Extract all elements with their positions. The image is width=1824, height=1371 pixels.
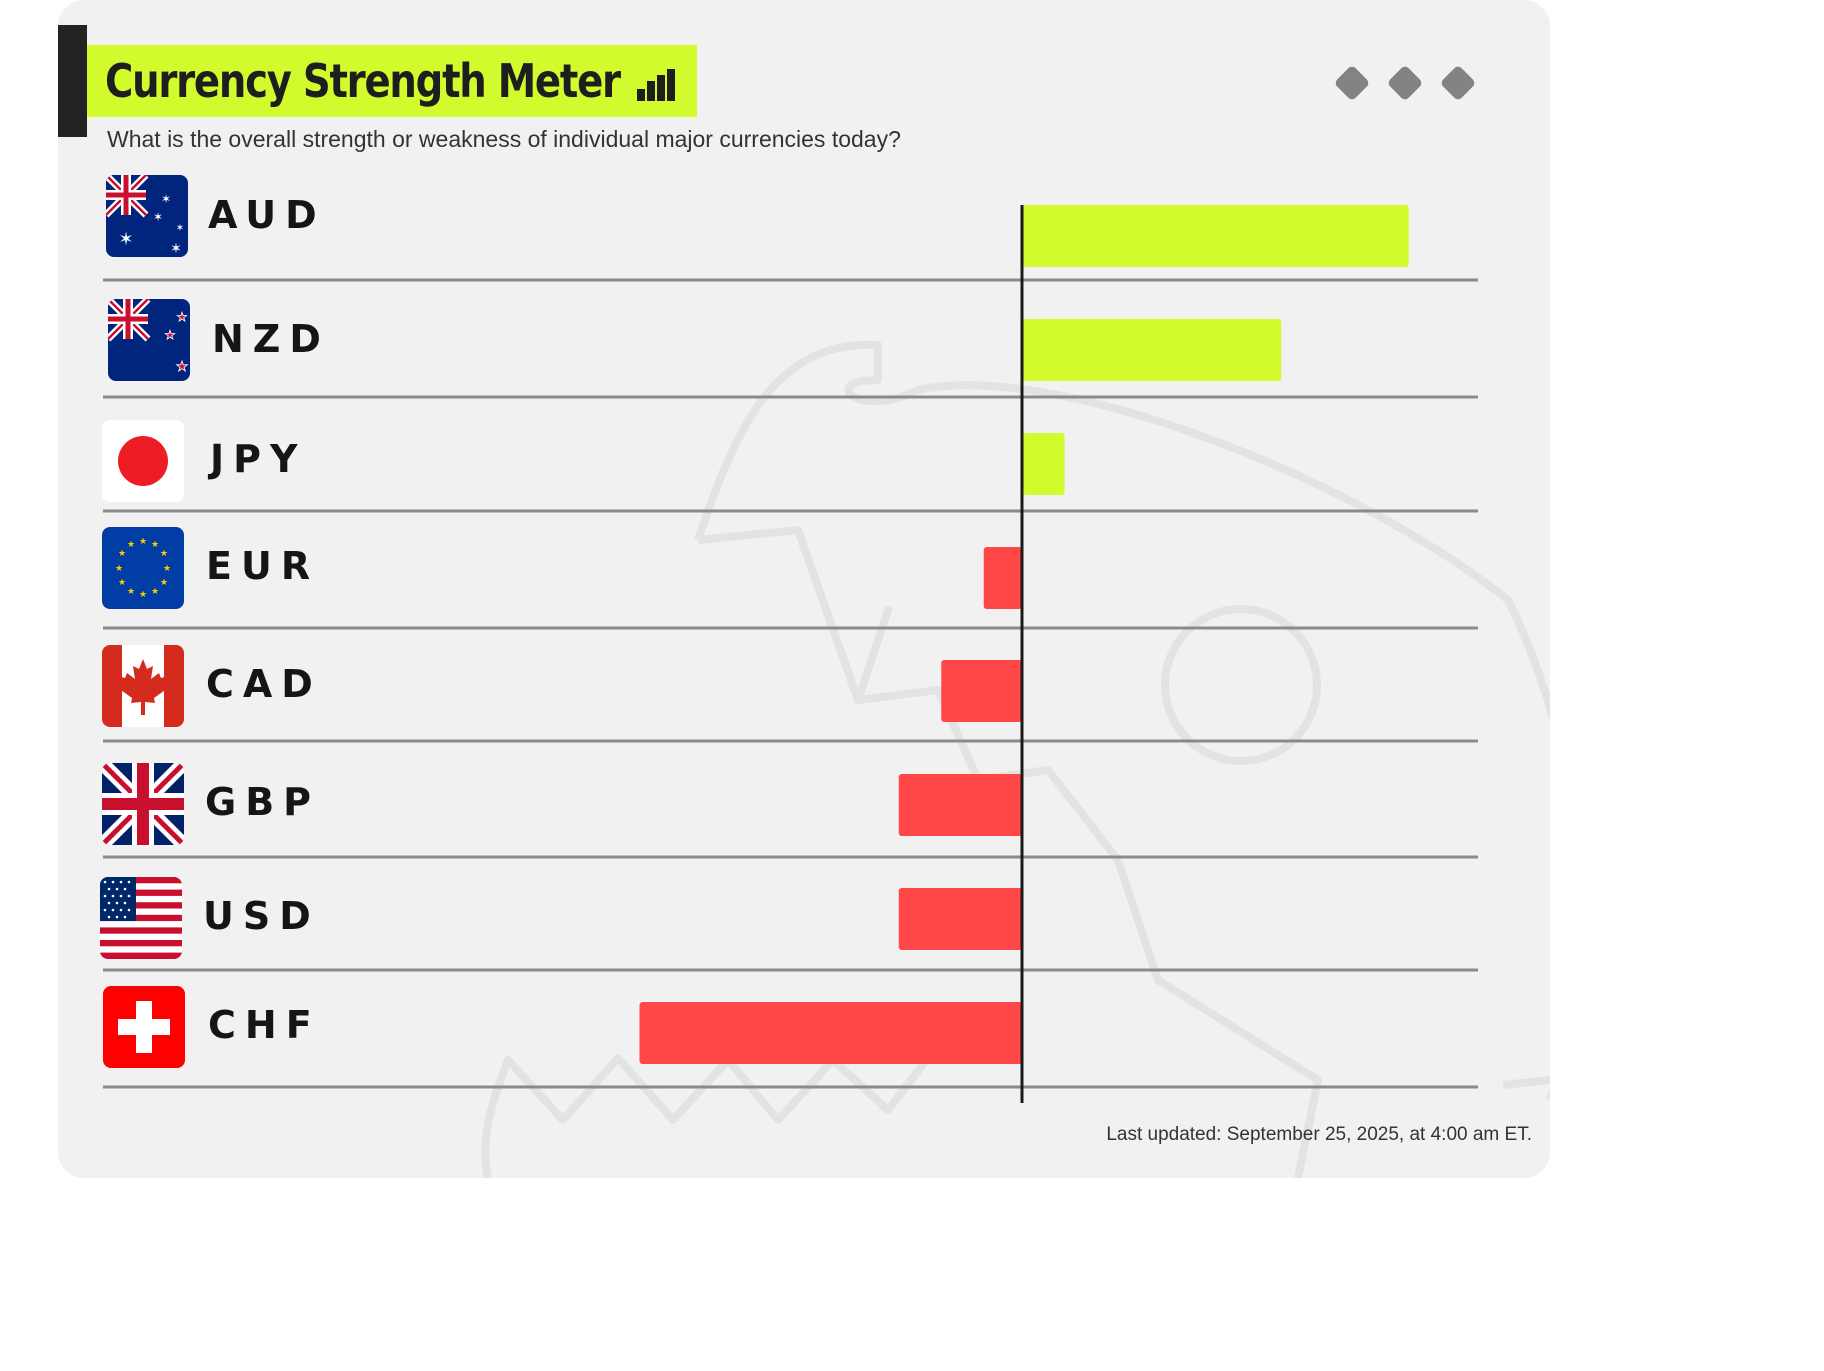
flag-japan-icon [102,420,184,502]
bar-eur [983,547,1022,609]
svg-text:★: ★ [165,328,176,342]
currency-label-usd: USD [203,894,320,938]
currency-label-gbp: GBP [205,780,321,824]
title-box: Currency Strength Meter [87,45,697,117]
svg-text:★: ★ [151,586,159,596]
svg-text:✶: ✶ [161,192,171,206]
svg-text:★: ★ [127,586,135,596]
flag-canada-icon [102,645,184,727]
last-updated-note: Last updated: September 25, 2025, at 4:0… [1106,1124,1532,1145]
svg-text:★: ★ [160,548,168,558]
svg-text:★: ★ [176,358,189,374]
currency-label-nzd: NZD [212,317,330,361]
svg-text:★: ★ [115,563,123,573]
flag-european-union-icon: ★ ★★ ★★★ ★★★ ★★★ [102,527,184,609]
svg-text:★: ★ [177,310,188,324]
svg-text:★: ★ [139,536,147,546]
currency-label-eur: EUR [206,544,320,588]
svg-text:✶: ✶ [176,223,184,234]
flag-united-states-icon [100,877,182,959]
currency-label-cad: CAD [206,662,322,706]
bar-cad [941,660,1022,722]
bar-chart-icon [637,69,675,101]
currency-label-aud: AUD [208,193,326,237]
chart-card [58,0,1550,1178]
currency-label-jpy: JPY [210,437,307,481]
title-accent-bar [58,25,87,137]
svg-text:★: ★ [118,577,126,587]
svg-text:★: ★ [118,548,126,558]
three-diamond-dots-icon[interactable] [1334,66,1478,102]
bar-usd [898,888,1022,950]
svg-text:★: ★ [163,563,171,573]
bar-aud [1022,205,1409,267]
flag-united-kingdom-icon [102,763,184,845]
bar-nzd [1022,319,1282,381]
bar-chf [639,1002,1022,1064]
svg-text:★: ★ [127,539,135,549]
currency-label-chf: CHF [208,1003,321,1047]
svg-text:✶: ✶ [153,210,163,224]
svg-text:★: ★ [160,577,168,587]
chart-subtitle: What is the overall strength or weakness… [107,126,901,152]
flag-switzerland-icon [103,986,185,1068]
page-title: Currency Strength Meter [105,54,621,108]
svg-text:✶: ✶ [118,229,133,249]
bar-jpy [1022,433,1065,495]
flag-new-zealand-icon: ★ ★ ★ [108,299,190,381]
flag-australia-icon: ✶ ✶ ✶ ✶ ✶ [106,175,188,257]
svg-text:★: ★ [151,539,159,549]
svg-text:★: ★ [139,589,147,599]
svg-text:✶: ✶ [170,240,182,256]
bar-gbp [898,774,1022,836]
